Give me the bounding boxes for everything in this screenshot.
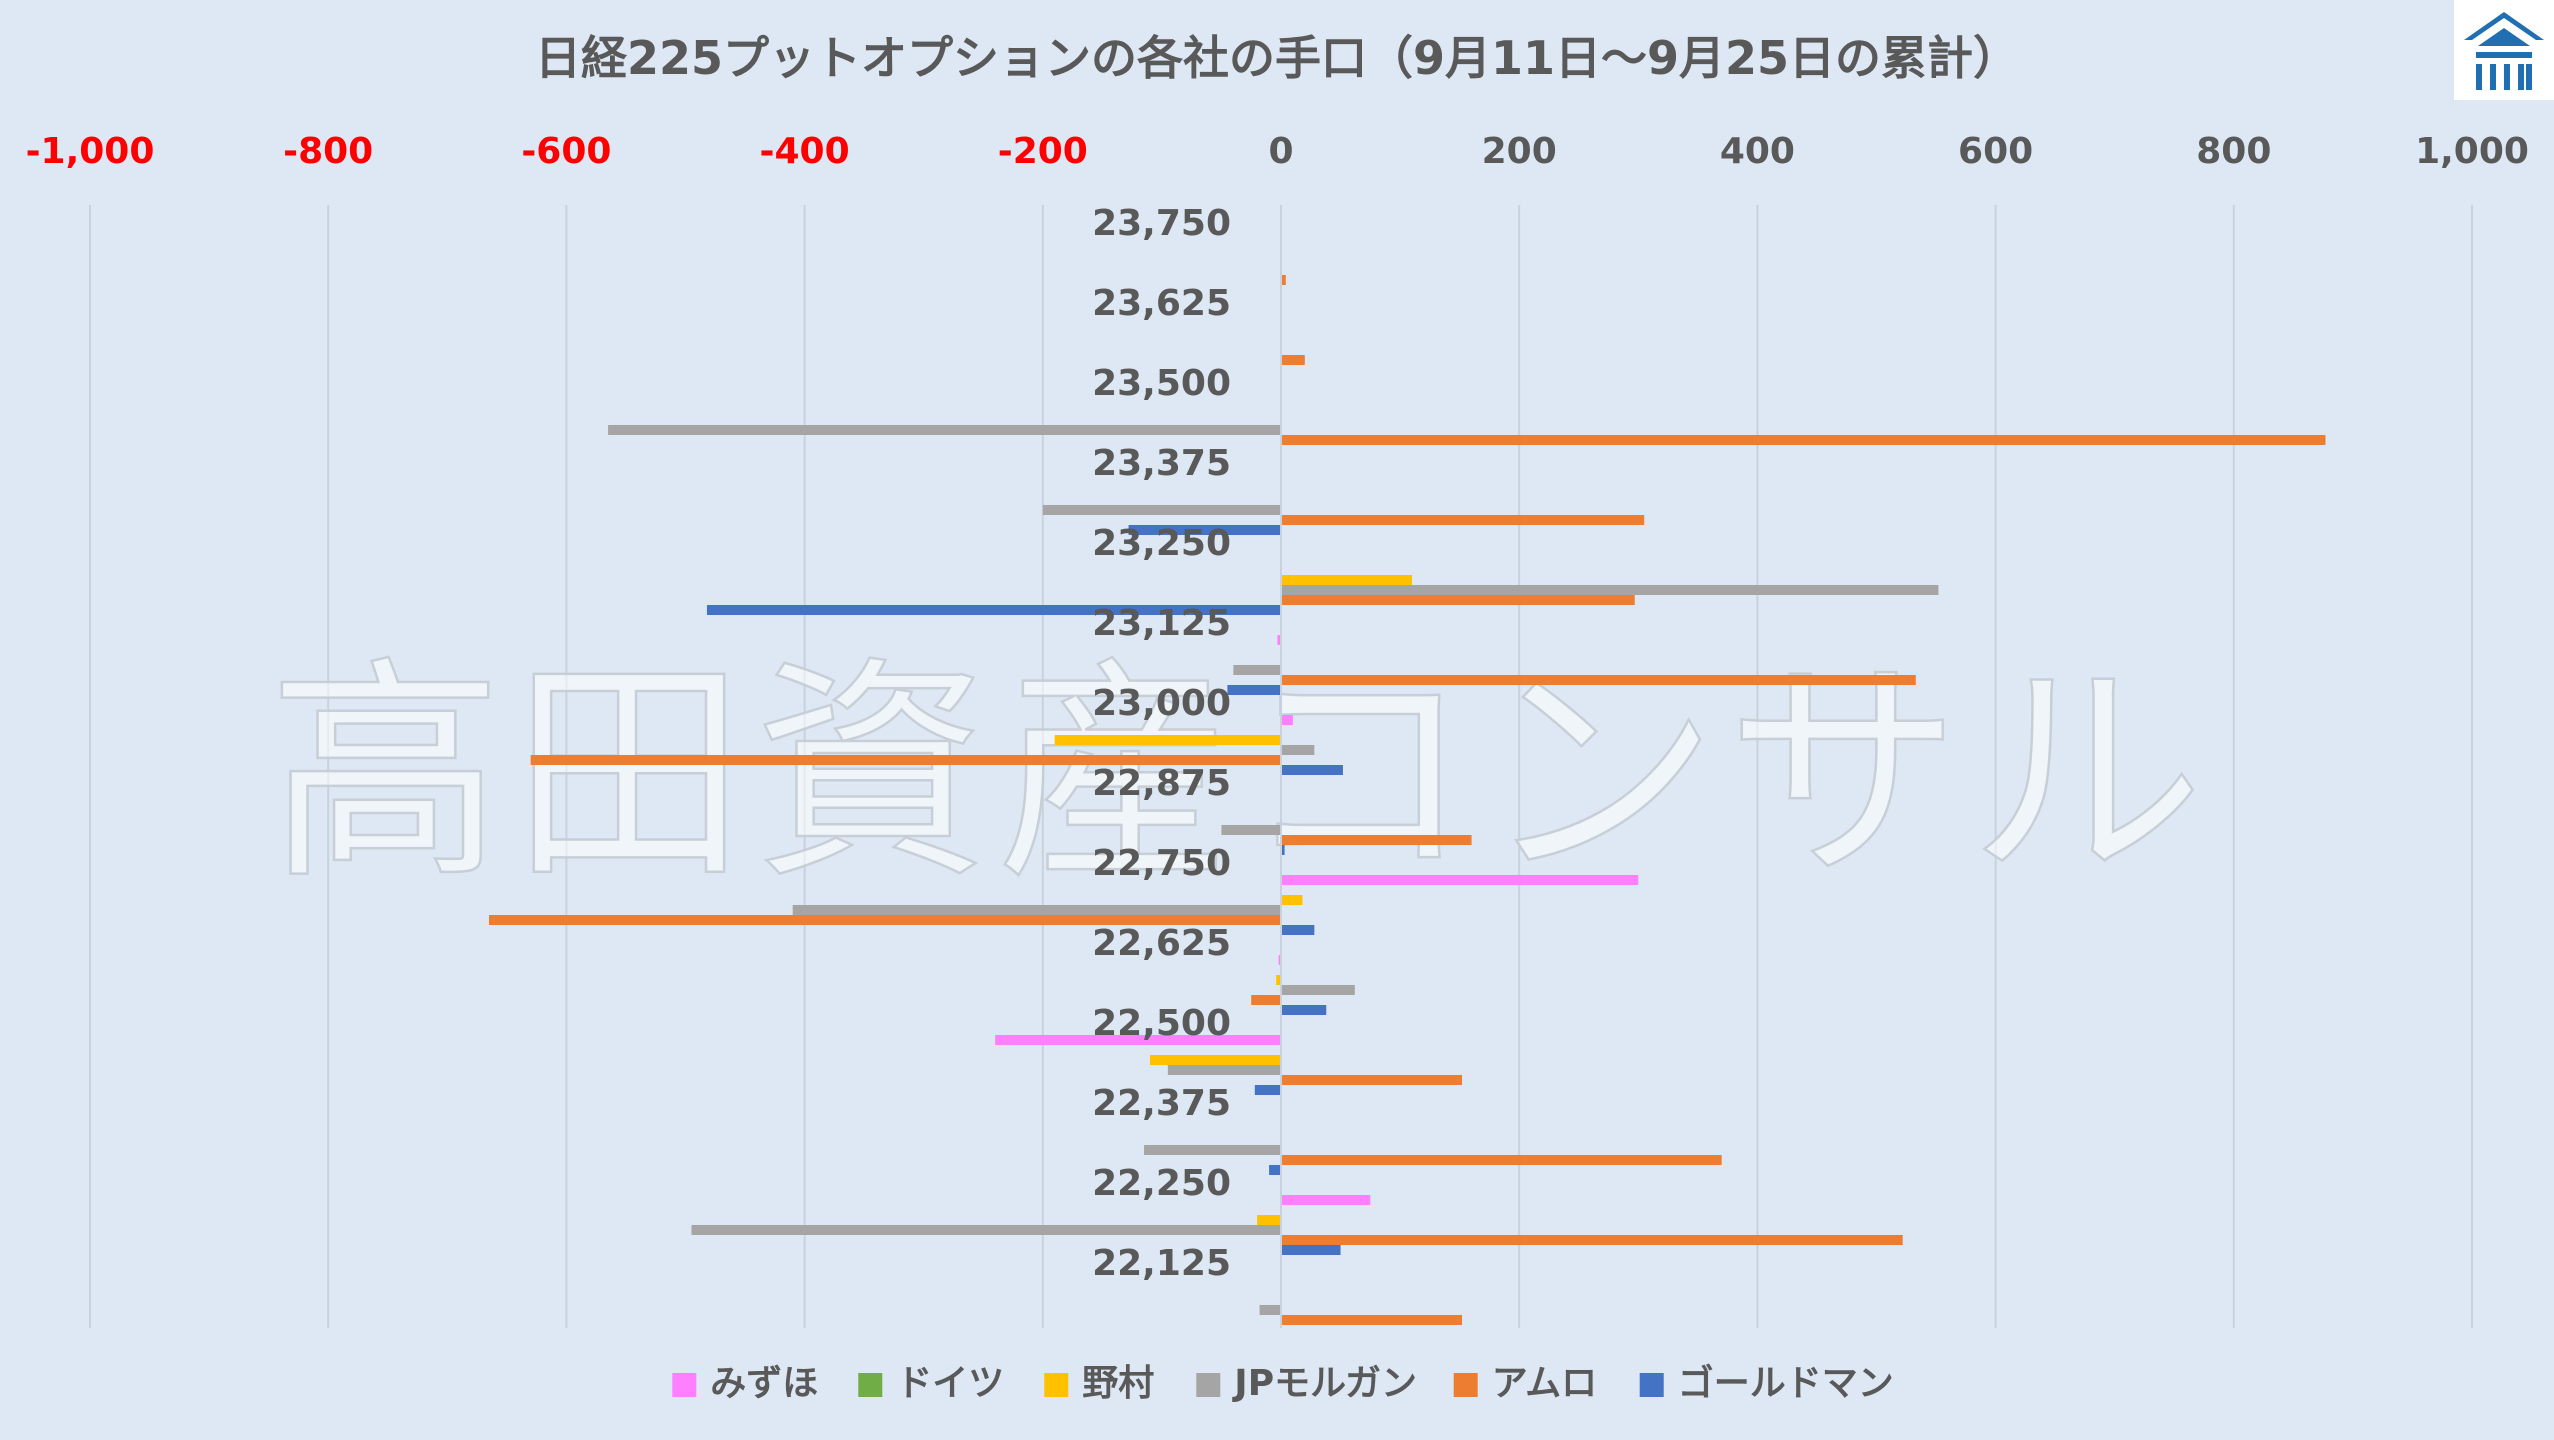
bar-5-3 [1233,665,1281,675]
watermark: 高田資産コンサル [268,638,2212,911]
x-tick-label-4: -200 [998,131,1088,172]
legend-swatch-4 [1453,1373,1478,1397]
bar-3-3 [1042,505,1281,515]
bar-6-4 [530,755,1281,765]
bar-3-5 [1128,525,1281,535]
y-axis-categories: 23,750 23,625 23,500 23,375 23,250 23,125 23,0… [1092,203,1231,1284]
bar-4-3 [1281,585,1939,595]
bar-6-3 [1281,745,1315,755]
bar-5-5 [1227,685,1281,695]
legend-swatch-3 [1196,1373,1221,1397]
x-tick-label-0: -1,000 [26,131,155,172]
bar-13-3 [1259,1305,1281,1315]
bar-8-5 [1281,925,1315,935]
bar-12-2 [1257,1215,1281,1225]
legend-label-1: ドイツ [896,1363,1004,1404]
bar-1-4 [1281,355,1305,365]
bar-12-4 [1281,1235,1903,1245]
bar-8-3 [792,905,1281,915]
bar-2-3 [608,425,1281,435]
bar-12-5 [1281,1245,1341,1255]
bar-0-4 [1281,275,1286,285]
x-tick-label-7: 400 [1720,131,1795,172]
bar-10-2 [1149,1055,1281,1065]
legend-label-5: ゴールドマン [1678,1362,1894,1404]
category-label-1: 23,625 [1092,283,1231,324]
category-label-13: 22,125 [1092,1243,1231,1284]
category-label-8: 22,750 [1092,843,1231,884]
x-axis-ticks: -1,000 -800 -600 -400 -200 0 200 400 600 800 1,000 [26,131,2529,172]
category-label-6: 23,000 [1092,683,1231,724]
legend-label-2: 野村 [1082,1363,1154,1404]
legend-swatch-2 [1044,1373,1069,1397]
company-logo [2454,0,2554,100]
chart-title: 日経225プットオプションの各社の手口（9月11日～9月25日の累計） [535,31,2019,85]
category-label-0: 23,750 [1092,203,1231,244]
x-tick-label-2: -600 [521,131,611,172]
bar-8-0 [1281,875,1639,885]
legend: みずほ ドイツ 野村 JPモルガン アムロ ゴールドマン [672,1362,1894,1404]
bar-4-2 [1281,575,1413,585]
bar-3-4 [1281,515,1645,525]
legend-label-4: アムロ [1492,1363,1597,1404]
bar-7-5 [1281,845,1285,855]
bar-9-2 [1276,975,1281,985]
category-label-9: 22,625 [1092,923,1231,964]
bar-9-3 [1281,985,1355,995]
x-tick-label-8: 600 [1958,131,2033,172]
bar-9-0 [1278,955,1281,965]
category-label-7: 22,875 [1092,763,1231,804]
bar-4-4 [1281,595,1635,605]
bar-12-3 [691,1225,1281,1235]
bar-11-4 [1281,1155,1722,1165]
category-label-5: 23,125 [1092,603,1231,644]
bar-2-4 [1281,435,2326,445]
house-logo-icon [2464,12,2544,90]
legend-swatch-0 [672,1373,697,1397]
bar-9-4 [1251,995,1281,1005]
legend-label-3: JPモルガン [1231,1363,1417,1404]
bar-5-4 [1281,675,1916,685]
bar-6-5 [1281,765,1343,775]
category-label-3: 23,375 [1092,443,1231,484]
bar-10-4 [1281,1075,1463,1085]
bar-6-2 [1054,735,1281,745]
bars [488,205,2326,1328]
x-tick-label-9: 800 [2196,131,2271,172]
bar-7-4 [1281,835,1472,845]
x-tick-label-10: 1,000 [2415,131,2529,172]
bar-7-3 [1221,825,1281,835]
bar-9-5 [1281,1005,1327,1015]
bar-12-0 [1281,1195,1371,1205]
x-tick-label-3: -400 [760,131,850,172]
category-label-11: 22,375 [1092,1083,1231,1124]
bar-11-3 [1144,1145,1281,1155]
bar-8-4 [488,915,1281,925]
bar-10-0 [995,1035,1281,1045]
bar-8-2 [1281,895,1303,905]
x-tick-label-1: -800 [283,131,373,172]
legend-swatch-1 [858,1373,883,1397]
x-tick-label-6: 200 [1482,131,1557,172]
bar-10-3 [1167,1065,1281,1075]
bar-4-5 [706,605,1281,615]
category-label-10: 22,500 [1092,1003,1231,1044]
bar-5-0 [1277,635,1281,645]
bar-6-0 [1281,715,1293,725]
bar-10-5 [1254,1085,1281,1095]
category-label-4: 23,250 [1092,523,1231,564]
bar-11-5 [1269,1165,1281,1175]
bar-13-4 [1281,1315,1463,1325]
legend-label-0: みずほ [710,1363,818,1404]
category-label-12: 22,250 [1092,1163,1231,1204]
x-tick-label-5: 0 [1268,131,1293,172]
category-label-2: 23,500 [1092,363,1231,404]
legend-swatch-5 [1639,1373,1664,1397]
